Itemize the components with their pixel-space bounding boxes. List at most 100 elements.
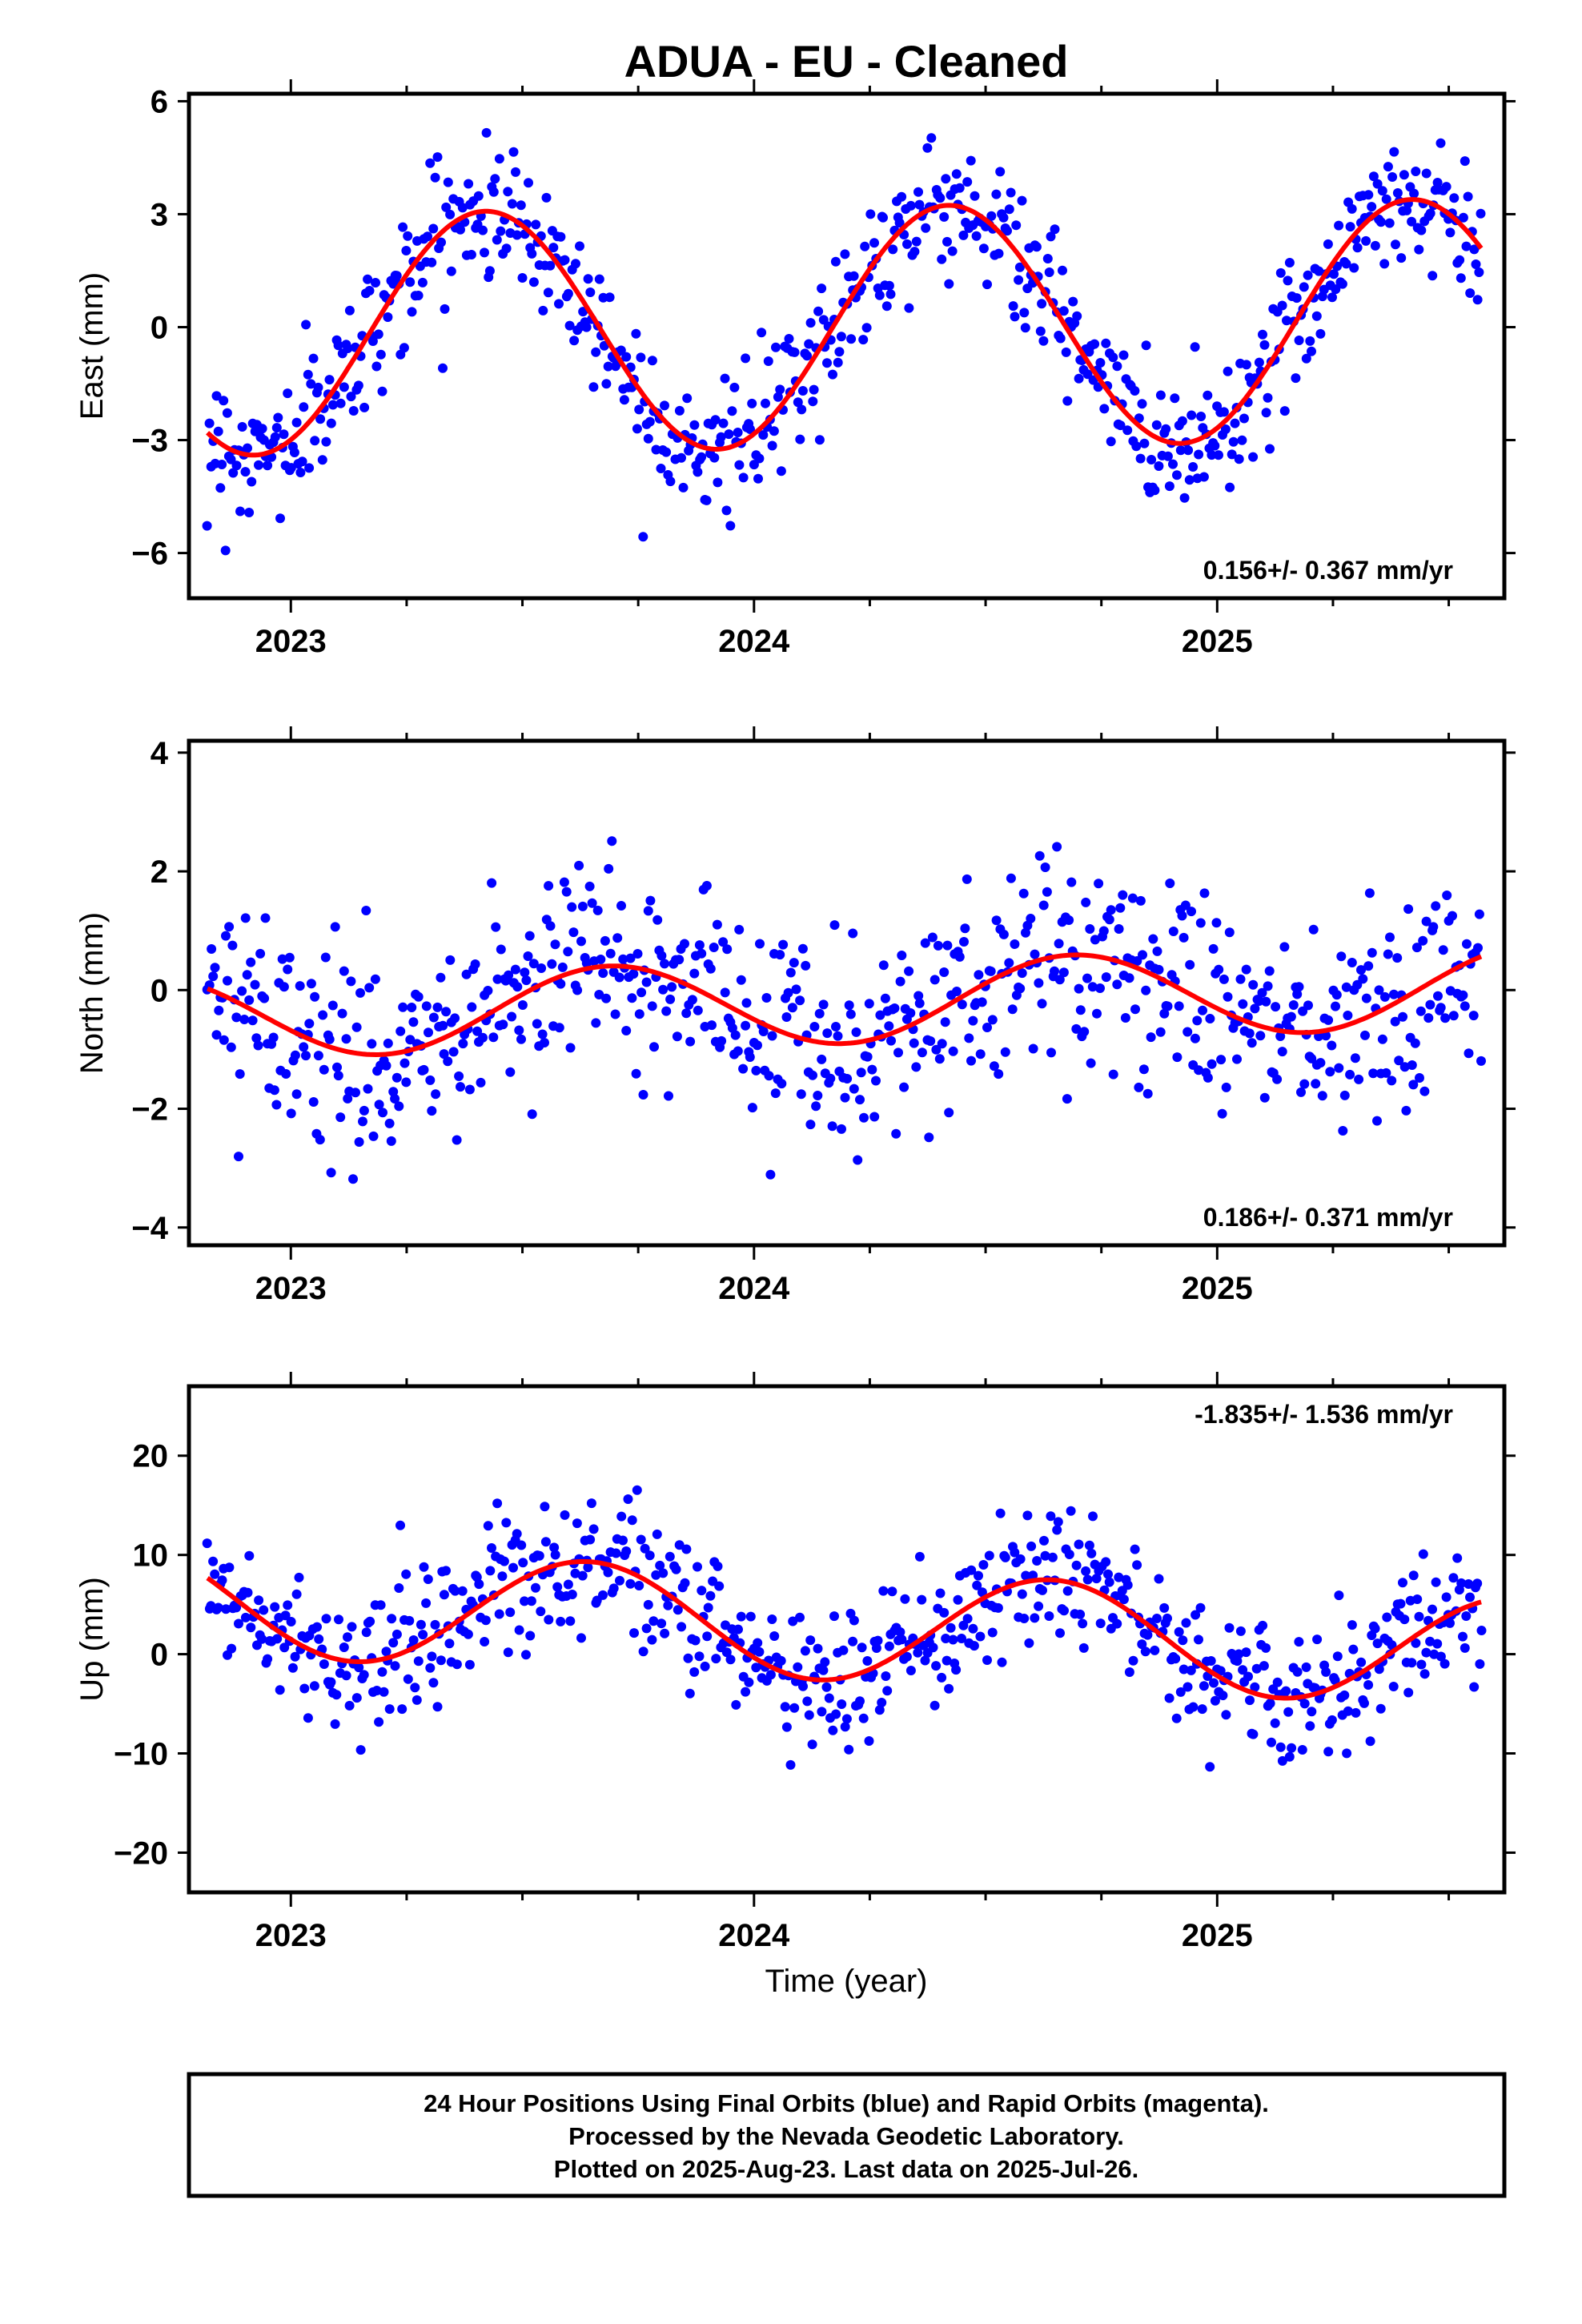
data-point bbox=[814, 1008, 825, 1019]
data-point bbox=[556, 979, 566, 989]
data-point bbox=[240, 467, 251, 477]
data-point bbox=[1308, 924, 1319, 935]
data-point bbox=[862, 1656, 873, 1666]
data-point bbox=[1090, 339, 1100, 349]
data-point bbox=[299, 1042, 309, 1052]
data-point bbox=[1469, 1682, 1480, 1692]
data-point bbox=[674, 955, 685, 965]
data-point bbox=[660, 959, 669, 969]
y-axis-label: North (mm) bbox=[74, 912, 110, 1074]
data-point bbox=[1106, 905, 1116, 915]
data-point bbox=[1223, 991, 1233, 1002]
data-point bbox=[299, 1683, 310, 1694]
data-point bbox=[1046, 1511, 1056, 1522]
data-point bbox=[1214, 964, 1224, 975]
data-point bbox=[224, 922, 235, 932]
data-point bbox=[224, 1562, 235, 1573]
data-point bbox=[773, 392, 783, 402]
data-point bbox=[510, 964, 520, 975]
data-point bbox=[884, 280, 894, 291]
data-point bbox=[1462, 939, 1472, 949]
y-tick-label: −20 bbox=[114, 1835, 168, 1871]
data-point bbox=[457, 203, 468, 213]
data-point bbox=[869, 1112, 880, 1122]
data-point bbox=[942, 236, 952, 247]
data-point bbox=[905, 200, 916, 211]
data-point bbox=[1345, 222, 1355, 232]
data-point bbox=[844, 1744, 854, 1755]
data-point bbox=[550, 1550, 560, 1560]
data-point bbox=[607, 836, 617, 846]
data-point bbox=[1007, 1004, 1018, 1015]
data-point bbox=[1301, 1662, 1311, 1672]
data-point bbox=[244, 1550, 255, 1561]
data-point bbox=[1374, 985, 1384, 995]
y-tick-label: −6 bbox=[131, 537, 168, 572]
data-point bbox=[1323, 239, 1333, 249]
y-axis-label: East (mm) bbox=[74, 272, 110, 420]
data-point bbox=[913, 1647, 923, 1658]
data-point bbox=[351, 1022, 362, 1032]
data-point bbox=[1198, 1005, 1207, 1015]
data-point bbox=[1234, 454, 1244, 464]
data-point bbox=[765, 1670, 776, 1680]
data-point bbox=[545, 260, 556, 271]
data-point bbox=[284, 952, 295, 963]
data-point bbox=[348, 1174, 358, 1184]
data-point bbox=[540, 1502, 550, 1512]
data-point bbox=[1307, 346, 1316, 356]
data-point bbox=[736, 1611, 746, 1622]
data-point bbox=[998, 929, 1009, 939]
data-point bbox=[1358, 974, 1368, 984]
data-point bbox=[893, 1047, 903, 1058]
data-point bbox=[1196, 412, 1207, 421]
data-point bbox=[894, 218, 905, 228]
data-point bbox=[391, 1072, 402, 1083]
data-point bbox=[303, 369, 313, 380]
data-point bbox=[818, 1665, 829, 1675]
data-point bbox=[897, 951, 907, 960]
data-point bbox=[498, 1019, 508, 1030]
data-point bbox=[289, 448, 299, 457]
data-point bbox=[354, 1663, 364, 1673]
data-point bbox=[377, 386, 387, 396]
data-point bbox=[867, 1064, 877, 1075]
data-point bbox=[524, 178, 533, 188]
data-point bbox=[618, 1535, 628, 1546]
data-point bbox=[1099, 404, 1110, 414]
data-point bbox=[1387, 1640, 1397, 1651]
data-point bbox=[484, 266, 495, 276]
data-point bbox=[1108, 352, 1118, 363]
data-point bbox=[1172, 1052, 1182, 1063]
data-point bbox=[1321, 1031, 1331, 1041]
data-point bbox=[837, 1699, 847, 1709]
data-point bbox=[1118, 1594, 1129, 1605]
data-point bbox=[649, 1042, 659, 1052]
y-tick-label: −4 bbox=[131, 1211, 168, 1246]
data-point bbox=[1365, 1736, 1375, 1747]
data-point bbox=[1238, 999, 1248, 1009]
data-point bbox=[895, 976, 905, 987]
data-point bbox=[344, 305, 355, 316]
data-point bbox=[444, 1638, 455, 1649]
data-point bbox=[1356, 1657, 1367, 1667]
data-point bbox=[1159, 1602, 1170, 1613]
data-point bbox=[1101, 1557, 1111, 1567]
data-point bbox=[255, 948, 266, 959]
data-point bbox=[1461, 241, 1472, 251]
data-point bbox=[1367, 202, 1377, 212]
data-point bbox=[849, 271, 859, 281]
data-point bbox=[968, 1623, 978, 1634]
data-point bbox=[1343, 1706, 1353, 1716]
data-point bbox=[1086, 1548, 1097, 1558]
data-point bbox=[283, 964, 293, 975]
data-point bbox=[921, 223, 931, 233]
data-point bbox=[492, 235, 502, 245]
data-point bbox=[1419, 1669, 1430, 1679]
data-point bbox=[744, 1677, 754, 1687]
data-point bbox=[1476, 1055, 1486, 1066]
data-point bbox=[321, 1614, 331, 1624]
data-point bbox=[1075, 1005, 1086, 1015]
data-point bbox=[1062, 396, 1073, 406]
data-point bbox=[1399, 1614, 1410, 1625]
